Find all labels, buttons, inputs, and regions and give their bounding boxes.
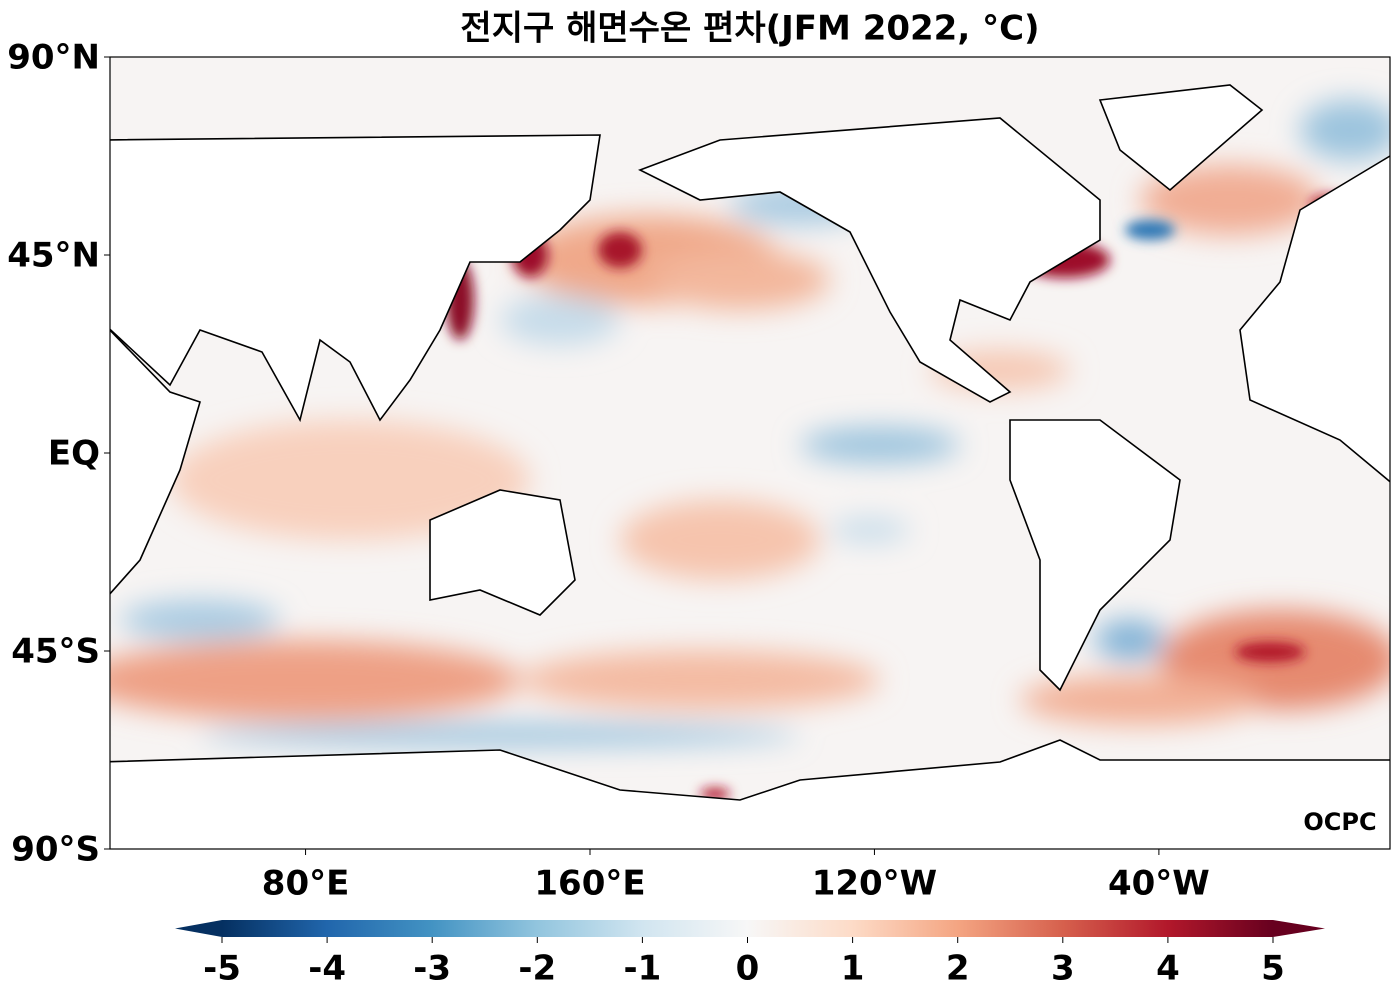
x-tick-label: 40°W xyxy=(1108,864,1210,904)
colorbar: -5 -4 -3 -2 -1 0 1 2 3 4 5 xyxy=(175,920,1325,989)
x-tick-label: 120°W xyxy=(812,864,937,904)
colorbar-tick-label: -3 xyxy=(413,949,451,989)
colorbar-tick-label: -2 xyxy=(518,949,556,989)
australia xyxy=(429,489,576,616)
colorbar-tick-label: 1 xyxy=(841,949,865,989)
north-america xyxy=(638,117,1101,403)
y-tick-label: 90°N xyxy=(7,38,100,78)
colorbar-bar xyxy=(222,920,1273,937)
colorbar-tick-label: 4 xyxy=(1156,949,1180,989)
eurasia xyxy=(110,134,601,423)
chart-title: 전지구 해면수온 편차(JFM 2022, °C) xyxy=(460,9,1039,49)
colorbar-extend-low xyxy=(175,920,222,937)
x-tick-label: 80°E xyxy=(262,864,350,904)
coastlines xyxy=(110,84,1390,849)
map: OCPC xyxy=(110,57,1390,849)
colorbar-tick-label: 5 xyxy=(1261,949,1285,989)
colorbar-tick-label: 0 xyxy=(736,949,760,989)
y-tick-label: 45°N xyxy=(7,236,100,276)
europe-africa-east xyxy=(1239,155,1390,483)
colorbar-tick-label: 2 xyxy=(946,949,970,989)
greenland xyxy=(1098,84,1264,192)
south-america xyxy=(1009,419,1181,692)
anomaly-field xyxy=(110,100,1390,745)
colorbar-tick-label: 3 xyxy=(1051,949,1075,989)
colorbar-tick-label: -4 xyxy=(308,949,346,989)
africa xyxy=(110,329,201,595)
colorbar-tick-label: -5 xyxy=(203,949,241,989)
antarctica xyxy=(110,739,1390,849)
y-tick-label: EQ xyxy=(48,434,100,474)
y-tick-label: 45°S xyxy=(11,632,100,672)
colorbar-tick-label: -1 xyxy=(624,949,662,989)
colorbar-extend-high xyxy=(1273,920,1325,937)
x-tick-label: 160°E xyxy=(534,864,645,904)
logo: OCPC xyxy=(1303,808,1376,836)
y-tick-label: 90°S xyxy=(11,830,100,870)
